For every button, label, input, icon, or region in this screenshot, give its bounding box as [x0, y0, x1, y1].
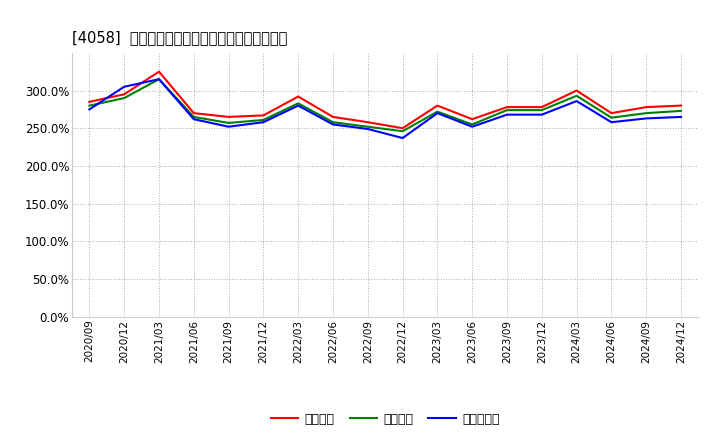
流動比率 [364, 120, 372, 125]
Text: [4058]  流動比率、当座比率、現預金比率の推移: [4058] 流動比率、当座比率、現預金比率の推移 [72, 29, 287, 45]
当座比率 [364, 124, 372, 129]
当座比率 [328, 120, 337, 125]
流動比率 [398, 125, 407, 131]
流動比率 [225, 114, 233, 120]
流動比率 [120, 92, 129, 97]
Legend: 流動比率, 当座比率, 現預金比率: 流動比率, 当座比率, 現預金比率 [266, 407, 505, 430]
当座比率 [120, 95, 129, 101]
当座比率 [189, 114, 198, 120]
現預金比率 [155, 77, 163, 82]
現預金比率 [85, 107, 94, 112]
当座比率 [155, 77, 163, 82]
当座比率 [607, 115, 616, 120]
流動比率 [572, 88, 581, 93]
現預金比率 [433, 110, 442, 116]
Line: 現預金比率: 現預金比率 [89, 79, 681, 138]
現預金比率 [468, 124, 477, 129]
流動比率 [155, 69, 163, 74]
当座比率 [398, 128, 407, 134]
現預金比率 [120, 84, 129, 89]
流動比率 [607, 110, 616, 116]
現預金比率 [572, 99, 581, 104]
現預金比率 [398, 136, 407, 141]
流動比率 [642, 104, 651, 110]
当座比率 [85, 103, 94, 108]
現預金比率 [189, 117, 198, 122]
流動比率 [677, 103, 685, 108]
当座比率 [294, 101, 302, 106]
現預金比率 [677, 114, 685, 120]
現預金比率 [503, 112, 511, 117]
当座比率 [642, 110, 651, 116]
当座比率 [572, 93, 581, 99]
現預金比率 [607, 120, 616, 125]
当座比率 [677, 108, 685, 114]
流動比率 [85, 99, 94, 104]
当座比率 [225, 120, 233, 125]
現預金比率 [225, 124, 233, 129]
流動比率 [259, 113, 268, 118]
当座比率 [468, 122, 477, 127]
現預金比率 [328, 122, 337, 127]
流動比率 [537, 104, 546, 110]
当座比率 [537, 107, 546, 113]
現預金比率 [259, 120, 268, 125]
現預金比率 [537, 112, 546, 117]
流動比率 [433, 103, 442, 108]
当座比率 [259, 117, 268, 123]
当座比率 [503, 107, 511, 113]
現預金比率 [294, 103, 302, 108]
流動比率 [503, 104, 511, 110]
流動比率 [328, 114, 337, 120]
Line: 当座比率: 当座比率 [89, 79, 681, 131]
流動比率 [189, 110, 198, 116]
流動比率 [294, 94, 302, 99]
現預金比率 [364, 126, 372, 132]
当座比率 [433, 109, 442, 114]
流動比率 [468, 117, 477, 122]
Line: 流動比率: 流動比率 [89, 72, 681, 128]
現預金比率 [642, 116, 651, 121]
